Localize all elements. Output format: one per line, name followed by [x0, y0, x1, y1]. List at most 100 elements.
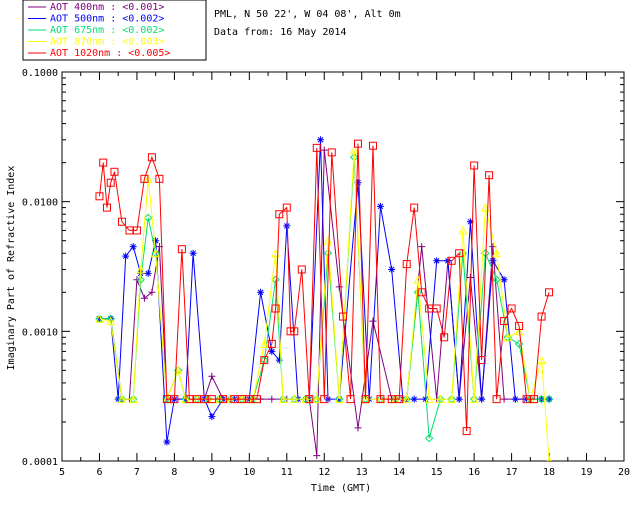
data-point	[349, 145, 359, 155]
data-point	[470, 161, 479, 170]
data-point	[136, 264, 145, 274]
data-point	[257, 288, 265, 296]
legend-entry: AOT 400nm : <0.001>	[50, 2, 164, 13]
data-point	[492, 395, 501, 404]
data-point	[144, 269, 152, 277]
data-point	[290, 327, 299, 336]
series-line	[99, 150, 550, 461]
x-tick-label: 8	[171, 467, 177, 478]
site-info: PML, N 50 22', W 04 08', Alt 0m	[214, 9, 401, 20]
data-point	[143, 213, 153, 223]
data-point	[354, 179, 362, 187]
data-point	[503, 332, 513, 342]
data-point	[455, 395, 463, 403]
data-point	[95, 192, 104, 201]
x-tick-labels: 5 6 7 8 9 10 11 12 13 14 15 16 17 18 19 20	[59, 467, 630, 478]
x-tick-label: 6	[96, 467, 102, 478]
data-point	[481, 202, 490, 212]
data-point	[376, 395, 385, 404]
x-tick-label: 11	[281, 467, 293, 478]
data-point	[447, 256, 456, 265]
data-point	[530, 395, 539, 404]
series-aot-1020nm	[95, 139, 554, 436]
data-point	[424, 433, 434, 443]
data-point	[106, 316, 116, 326]
data-point	[152, 237, 160, 245]
data-point	[421, 395, 429, 403]
x-axis-label: Time (GMT)	[311, 483, 371, 494]
y-tick-label: 0.0010	[22, 327, 58, 338]
date-info: Data from: 16 May 2014	[214, 27, 346, 38]
data-point	[455, 249, 464, 258]
data-point	[267, 339, 276, 348]
data-point	[369, 317, 377, 325]
data-point	[148, 288, 156, 296]
data-point	[278, 394, 288, 404]
data-point	[260, 356, 269, 365]
data-point	[102, 203, 111, 212]
data-point	[500, 276, 508, 284]
data-point	[95, 314, 104, 323]
data-point	[117, 217, 126, 226]
data-point	[440, 333, 449, 342]
legend-entry: AOT 500nm : <0.002>	[50, 14, 164, 25]
data-point	[335, 283, 343, 291]
data-point	[305, 395, 314, 404]
data-point	[117, 394, 127, 404]
data-point	[128, 394, 138, 404]
data-point	[323, 236, 333, 245]
data-point	[95, 315, 103, 323]
data-point	[173, 365, 183, 375]
data-point	[219, 395, 228, 404]
data-point	[492, 248, 501, 258]
data-point	[485, 171, 494, 180]
data-point	[537, 312, 546, 321]
data-point	[388, 265, 396, 273]
data-point	[353, 139, 362, 148]
data-point	[140, 294, 148, 302]
legend-box	[22, 0, 207, 61]
data-point	[271, 275, 280, 284]
data-point	[129, 243, 137, 251]
data-point	[140, 174, 149, 183]
data-point	[376, 202, 384, 210]
data-point	[515, 321, 524, 330]
data-point	[433, 257, 441, 265]
data-point	[402, 260, 411, 269]
y-axis-label: Imaginary Part of Refractive Index	[6, 166, 17, 371]
data-point	[327, 148, 336, 157]
data-point	[289, 394, 299, 404]
data-point	[424, 394, 434, 404]
data-point	[297, 265, 306, 274]
data-series	[95, 136, 554, 461]
y-tick-label: 0.0001	[22, 457, 58, 468]
data-point	[320, 395, 329, 404]
x-tick-label: 7	[134, 467, 140, 478]
data-point	[339, 312, 347, 321]
data-point	[313, 452, 321, 460]
x-tick-label: 12	[318, 467, 330, 478]
data-point	[500, 317, 509, 326]
data-point	[492, 275, 501, 284]
data-point	[282, 203, 291, 212]
data-point	[489, 257, 497, 265]
x-tick-label: 14	[393, 467, 405, 478]
data-point	[122, 252, 130, 260]
data-point	[275, 356, 283, 364]
data-point	[147, 153, 156, 162]
data-point	[334, 394, 344, 404]
data-point	[132, 226, 141, 235]
data-point	[417, 288, 426, 297]
data-point	[320, 146, 328, 154]
data-point	[447, 394, 456, 404]
data-point	[477, 356, 486, 365]
data-point	[260, 339, 269, 348]
series-line	[99, 143, 550, 432]
data-point	[151, 248, 160, 258]
data-point	[271, 304, 280, 313]
data-point	[537, 394, 546, 404]
data-point	[368, 141, 377, 150]
data-point	[136, 275, 145, 284]
data-point	[507, 304, 516, 313]
